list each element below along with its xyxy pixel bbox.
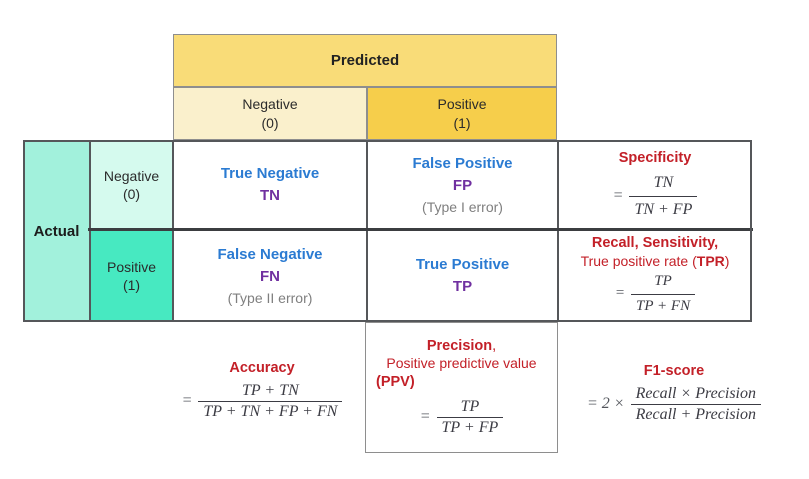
- f1-equals: = 2 ×: [587, 395, 625, 413]
- specificity-numerator: TN: [629, 171, 698, 197]
- predicted-positive-sub: (1): [453, 114, 471, 131]
- tn-name: True Negative: [220, 165, 320, 183]
- specificity-fraction: TN TN + FP: [629, 171, 698, 220]
- f1-title: F1-score: [643, 363, 705, 380]
- recall-title-line2: True positive rate (TPR): [581, 253, 730, 271]
- predicted-title: Predicted: [330, 52, 400, 69]
- fn-abbr: FN: [260, 267, 280, 285]
- predicted-negative-label: Negative: [242, 96, 298, 113]
- precision-title-line1: Precision,: [427, 337, 496, 355]
- predicted-header: Predicted: [173, 34, 557, 87]
- fp-abbr: FP: [452, 176, 473, 194]
- accuracy-numerator: TP + TN: [198, 382, 343, 402]
- cell-true-positive: True Positive TP: [367, 230, 558, 322]
- actual-header: Actual: [23, 140, 90, 322]
- precision-equals: =: [419, 408, 431, 426]
- accuracy-title: Accuracy: [229, 360, 295, 377]
- f1-formula: = 2 × Recall × Precision Recall + Precis…: [587, 385, 761, 424]
- accuracy-equals: =: [181, 392, 193, 410]
- actual-title: Actual: [33, 222, 80, 240]
- actual-row-negative: Negative (0): [90, 140, 173, 230]
- precision-denominator: TP + FP: [441, 418, 499, 436]
- precision-title-bold: Precision: [426, 338, 493, 354]
- precision-title-line2: Positive predictive value: [386, 355, 537, 372]
- specificity-title: Specificity: [618, 150, 692, 167]
- cell-recall: Recall, Sensitivity, True positive rate …: [558, 230, 752, 322]
- predicted-col-positive: Positive (1): [367, 87, 557, 140]
- recall-denominator: TP + FN: [636, 297, 691, 314]
- cell-true-negative: True Negative TN: [173, 140, 367, 230]
- recall-title-line2-close: ): [724, 252, 730, 269]
- precision-ppv-abbr: (PPV): [376, 373, 415, 390]
- f1-numerator: Recall × Precision: [630, 385, 761, 405]
- fp-note: (Type I error): [422, 198, 503, 215]
- actual-negative-sub: (0): [122, 186, 141, 202]
- actual-negative-label: Negative: [103, 167, 160, 184]
- recall-equals: =: [614, 285, 626, 302]
- precision-numerator: TP: [436, 398, 504, 418]
- actual-row-positive: Positive (1): [90, 230, 173, 322]
- f1-denominator: Recall + Precision: [635, 405, 756, 423]
- precision-formula: = TP TP + FP: [420, 398, 504, 437]
- predicted-col-negative: Negative (0): [173, 87, 367, 140]
- specificity-denominator: TN + FP: [634, 200, 693, 218]
- accuracy-block: Accuracy = TP + TN TP + TN + FP + FN: [152, 342, 372, 438]
- recall-tpr-abbr: TPR: [696, 252, 725, 269]
- specificity-equals: =: [612, 187, 624, 205]
- recall-title-line2-text: True positive rate (: [580, 252, 697, 269]
- actual-positive-sub: (1): [122, 277, 141, 293]
- tp-abbr: TP: [452, 278, 473, 295]
- predicted-negative-sub: (0): [261, 114, 279, 131]
- accuracy-formula: = TP + TN TP + TN + FP + FN: [182, 382, 343, 421]
- accuracy-denominator: TP + TN + FP + FN: [203, 402, 338, 420]
- specificity-formula: = TN TN + FP: [613, 171, 698, 220]
- tp-name: True Positive: [415, 256, 510, 274]
- actual-positive-label: Positive: [106, 258, 157, 275]
- f1-fraction: Recall × Precision Recall + Precision: [630, 385, 761, 424]
- recall-formula: = TP TP + FN: [614, 271, 696, 318]
- fn-note: (Type II error): [227, 289, 313, 306]
- fn-name: False Negative: [217, 246, 323, 264]
- f1-score-block: F1-score = 2 × Recall × Precision Recall…: [548, 347, 800, 439]
- recall-title-line1: Recall, Sensitivity,: [591, 235, 719, 252]
- cell-false-negative: False Negative FN (Type II error): [173, 230, 367, 322]
- precision-fraction: TP TP + FP: [436, 398, 504, 437]
- cell-specificity: Specificity = TN TN + FP: [558, 140, 752, 230]
- tn-abbr: TN: [260, 187, 280, 204]
- precision-title-comma: ,: [492, 338, 497, 354]
- fp-name: False Positive: [412, 155, 513, 173]
- recall-numerator: TP: [631, 271, 696, 295]
- cell-false-positive: False Positive FP (Type I error): [367, 140, 558, 230]
- accuracy-fraction: TP + TN TP + TN + FP + FN: [198, 382, 343, 421]
- recall-fraction: TP TP + FN: [631, 271, 696, 318]
- predicted-positive-label: Positive: [437, 96, 487, 113]
- precision-block: Precision, Positive predictive value (PP…: [365, 322, 558, 453]
